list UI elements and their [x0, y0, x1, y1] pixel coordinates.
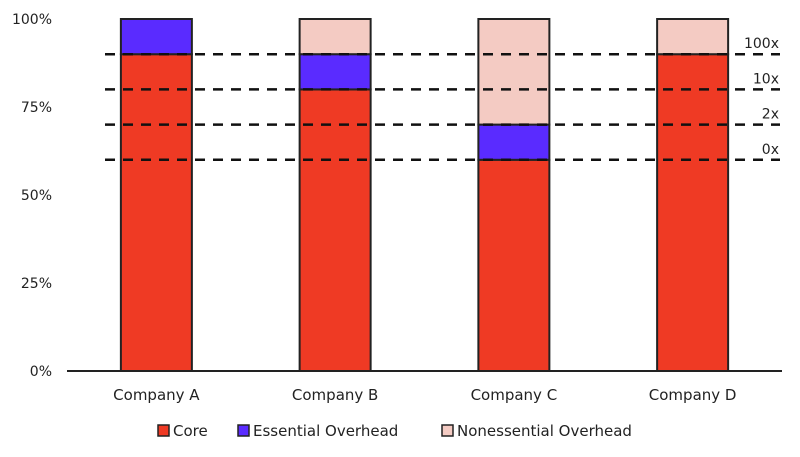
bar-segment-nonessential-overhead: [656, 18, 730, 56]
labels: Company A Company B Company C Company D: [113, 386, 736, 404]
reference-line-label: 10x: [753, 71, 779, 87]
bar-segment-essential-overhead: [298, 53, 372, 91]
legend: Core Essential Overhead Nonessential Overh…: [157, 422, 632, 440]
bar-segment-nonessential-overhead: [477, 18, 551, 126]
legend-label: Nonessential Overhead: [457, 422, 632, 440]
reference-lines: 100x 10x 2x 0x: [105, 36, 780, 162]
reference-line-label: 100x: [744, 36, 779, 52]
x-category-label: Company D: [649, 386, 737, 404]
bar-segment-essential-overhead: [477, 123, 551, 161]
reference-line-label: 2x: [762, 107, 779, 123]
y-tick-label: 100%: [12, 12, 52, 28]
reference-line-label: 0x: [762, 142, 779, 158]
x-category-label: Company B: [292, 386, 378, 404]
bar-segment-core: [656, 53, 730, 372]
y-tick-label: 0%: [30, 364, 52, 380]
bar-segment-essential-overhead: [119, 18, 193, 56]
bar-segment-core: [477, 158, 551, 372]
legend-swatch-essential-overhead: [237, 424, 250, 437]
legend-label: Core: [173, 422, 208, 440]
y-tick-label: 75%: [21, 100, 52, 116]
bars: [119, 18, 730, 373]
legend-swatch-core: [157, 424, 170, 437]
bar-segment-core: [298, 88, 372, 373]
y-tick-label: 25%: [21, 276, 52, 292]
x-category-label: Company C: [471, 386, 558, 404]
x-category-label: Company A: [113, 386, 200, 404]
legend-swatch-nonessential-overhead: [441, 424, 454, 437]
bar-segment-core: [119, 53, 193, 372]
y-tick-label: 50%: [21, 188, 52, 204]
bar-segment-nonessential-overhead: [298, 18, 372, 56]
legend-label: Essential Overhead: [253, 422, 398, 440]
